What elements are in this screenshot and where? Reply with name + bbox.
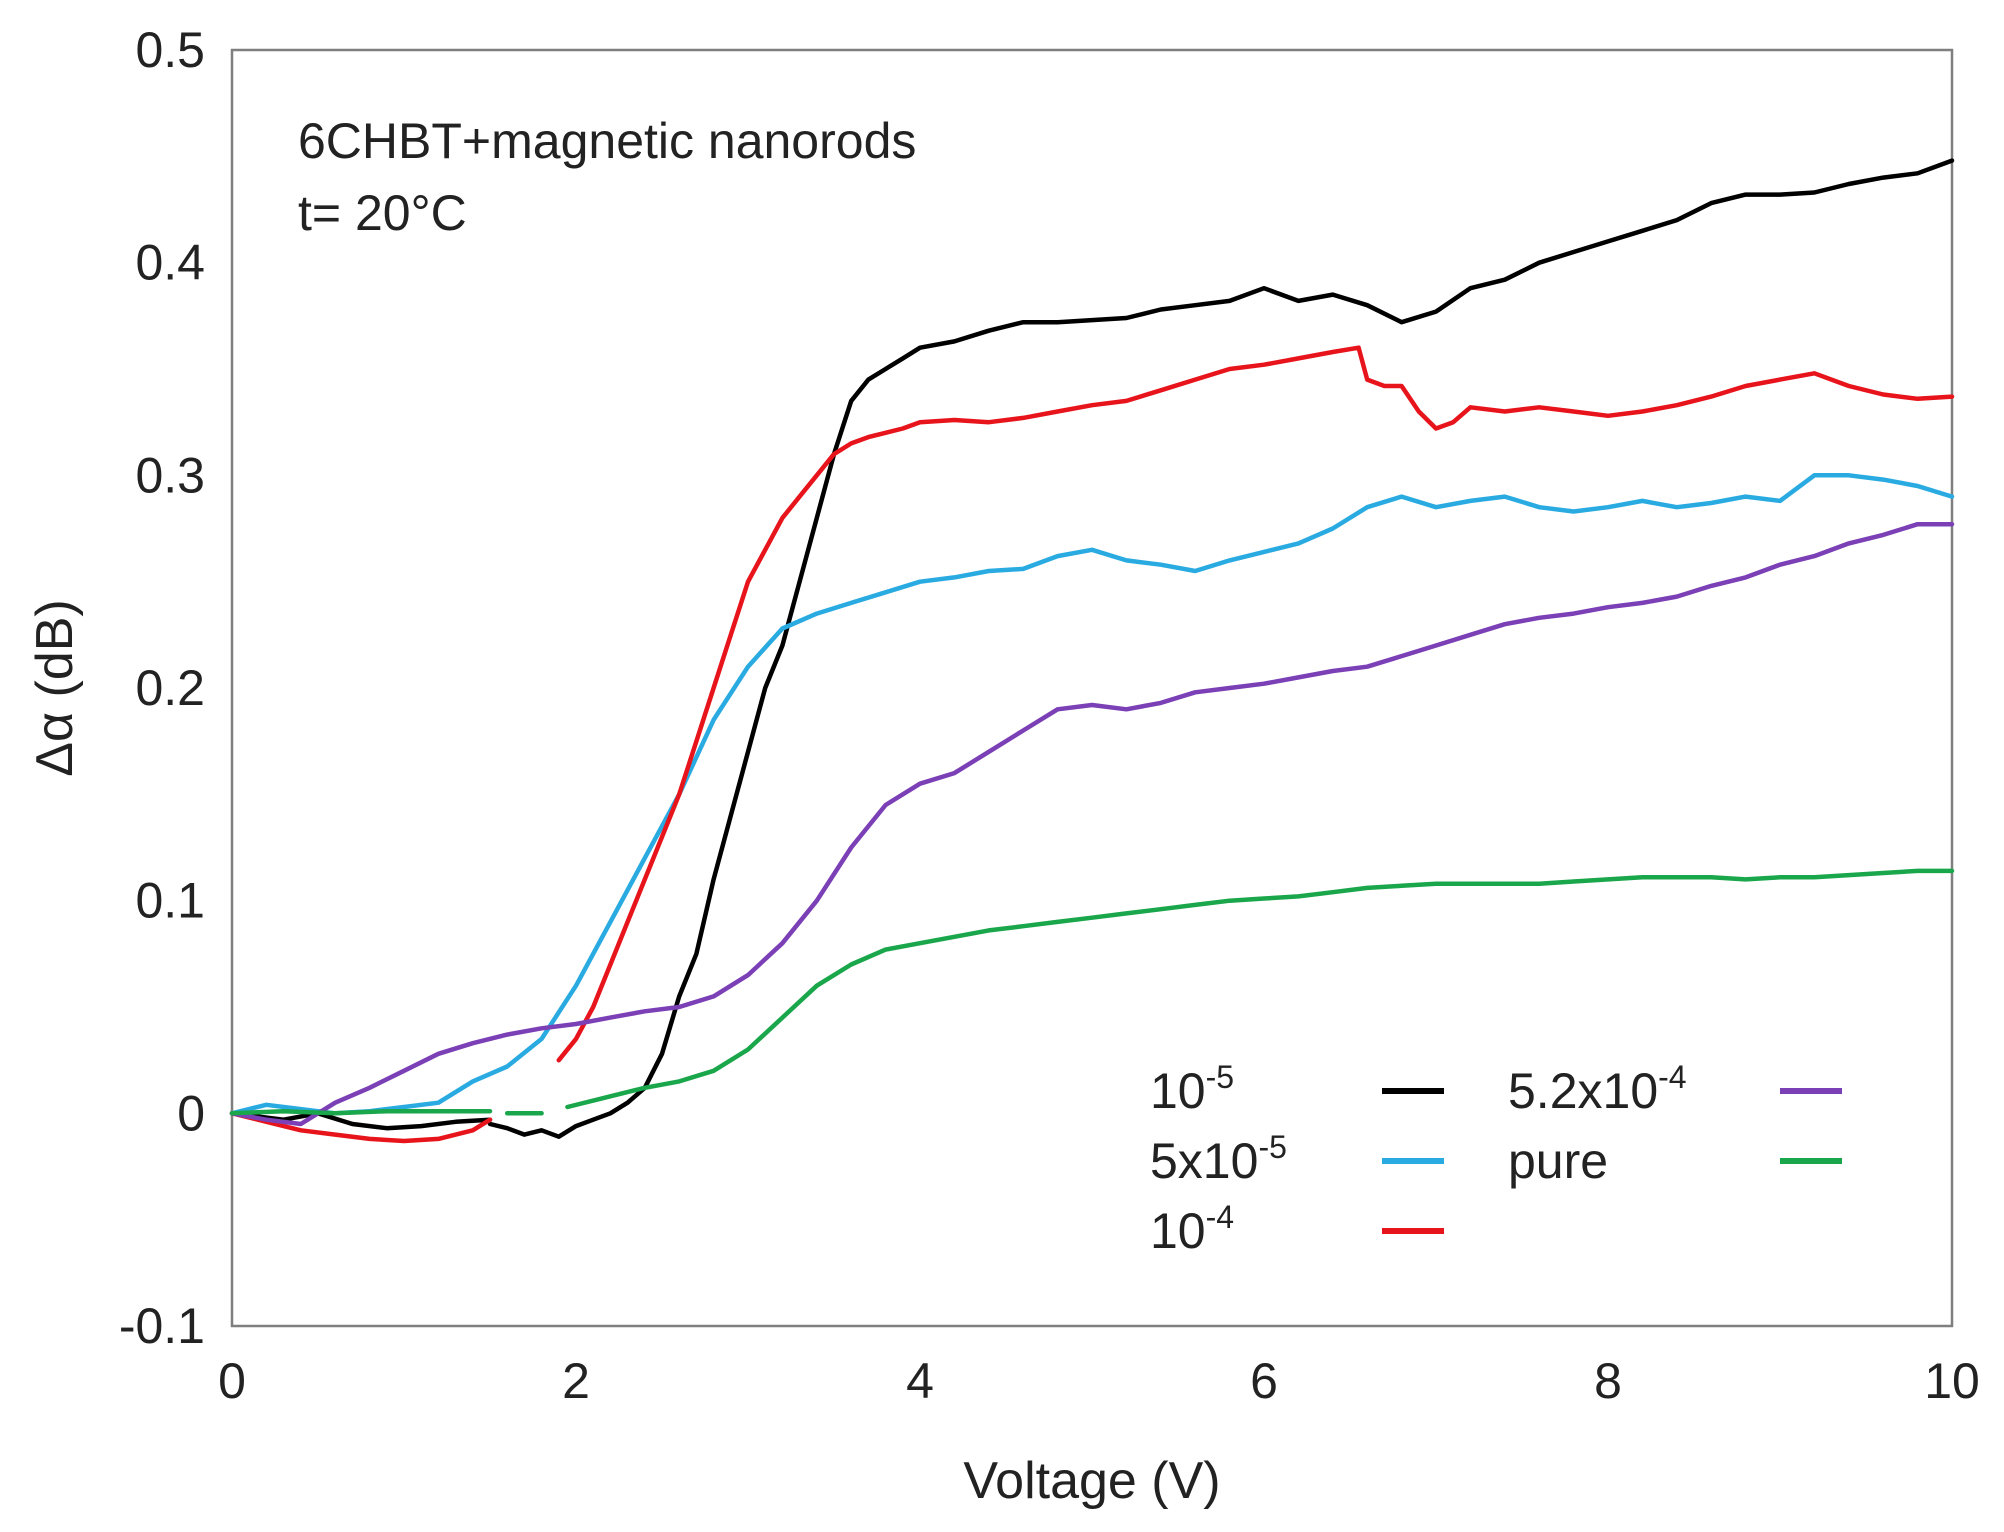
series-line — [229, 1111, 493, 1131]
legend-item: 10-4 — [1150, 1199, 1444, 1259]
x-tick-label: 0 — [218, 1353, 246, 1409]
legend-label-base: 5x10 — [1150, 1133, 1258, 1189]
series-2 — [229, 345, 1955, 1144]
legend-label: 5.2x10-4 — [1508, 1059, 1687, 1119]
legend-label: 5x10-5 — [1150, 1129, 1287, 1189]
series-line — [229, 521, 1955, 1127]
y-tick-label: -0.1 — [119, 1298, 205, 1354]
series-1 — [229, 473, 1955, 1116]
legend-item: 10-5 — [1150, 1059, 1444, 1119]
legend-item: 5x10-5 — [1150, 1129, 1444, 1189]
series-line — [229, 1108, 493, 1116]
legend-label-exponent: -4 — [1206, 1199, 1234, 1235]
x-tick-label: 10 — [1924, 1353, 1980, 1409]
series-line — [487, 158, 1955, 1139]
legend-label-base: 5.2x10 — [1508, 1063, 1658, 1119]
y-axis-ticks: -0.1 0 0.1 0.2 0.3 0.4 0.5 — [119, 22, 205, 1354]
series-3 — [229, 521, 1955, 1127]
legend-label-base: 10 — [1150, 1203, 1206, 1259]
legend-item: pure — [1508, 1133, 1842, 1189]
y-tick-label: 0.1 — [135, 873, 205, 929]
legend-label-base: 10 — [1150, 1063, 1206, 1119]
legend-label-exponent: -5 — [1206, 1059, 1234, 1095]
series-line — [556, 345, 1955, 1063]
series-line — [565, 868, 1955, 1110]
legend-label: 10-5 — [1150, 1059, 1234, 1119]
y-tick-label: 0 — [177, 1085, 205, 1141]
y-tick-label: 0.4 — [135, 235, 205, 291]
plot-frame — [230, 48, 1954, 1328]
y-axis-title: Δα (dB) — [26, 599, 84, 776]
y-tick-label: 0.2 — [135, 660, 205, 716]
x-tick-label: 8 — [1594, 1353, 1622, 1409]
legend-label: 10-4 — [1150, 1199, 1234, 1259]
x-tick-label: 2 — [562, 1353, 590, 1409]
x-axis-title: Voltage (V) — [963, 1452, 1220, 1510]
x-tick-label: 4 — [906, 1353, 934, 1409]
series-line — [229, 473, 1955, 1116]
y-tick-label: 0.3 — [135, 447, 205, 503]
series-layer — [229, 158, 1955, 1144]
x-tick-label: 6 — [1250, 1353, 1278, 1409]
legend-label-base: pure — [1508, 1133, 1608, 1189]
series-4 — [229, 868, 1955, 1116]
legend-label-exponent: -5 — [1258, 1129, 1286, 1165]
legend-item: 5.2x10-4 — [1508, 1059, 1842, 1119]
legend-label-exponent: -4 — [1658, 1059, 1686, 1095]
y-tick-label: 0.5 — [135, 22, 205, 78]
annotation-temperature: t= 20°C — [298, 185, 467, 241]
series-0 — [229, 158, 1955, 1139]
legend-label: pure — [1508, 1133, 1608, 1189]
series-line — [229, 1111, 493, 1144]
x-axis-ticks: 0 2 4 6 8 10 — [218, 1353, 1980, 1409]
annotation-sample: 6CHBT+magnetic nanorods — [298, 113, 916, 169]
